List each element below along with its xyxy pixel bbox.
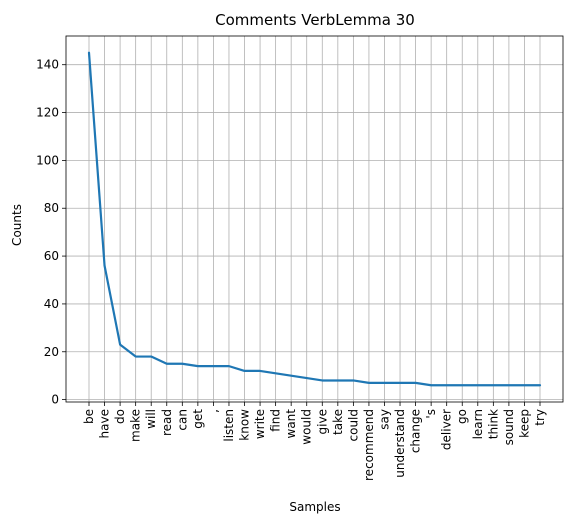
x-tick-label: get bbox=[191, 409, 205, 429]
y-tick-label: 20 bbox=[44, 345, 59, 359]
y-tick-label: 80 bbox=[44, 201, 59, 215]
x-tick-label: will bbox=[144, 409, 158, 429]
x-tick-label: give bbox=[315, 409, 329, 434]
x-tick-label: know bbox=[238, 409, 252, 441]
x-tick-label: , bbox=[206, 409, 220, 413]
x-tick-label: could bbox=[346, 409, 360, 442]
y-tick-label: 0 bbox=[51, 393, 59, 407]
y-tick-label: 60 bbox=[44, 249, 59, 263]
x-tick-label: think bbox=[486, 409, 500, 439]
y-tick-label: 100 bbox=[36, 153, 59, 167]
plot-frame bbox=[65, 35, 564, 403]
x-axis-label: Samples bbox=[289, 500, 340, 514]
y-axis-label: Counts bbox=[10, 204, 24, 246]
x-tick-label: deliver bbox=[440, 409, 454, 450]
x-tick-label: write bbox=[253, 409, 267, 439]
x-tick-label: read bbox=[160, 409, 174, 436]
x-tick-label: learn bbox=[471, 409, 485, 439]
x-tick-label: make bbox=[129, 409, 143, 442]
x-tick-label: understand bbox=[393, 409, 407, 478]
series-group bbox=[87, 51, 542, 387]
series-line bbox=[87, 51, 542, 387]
x-tick-label: 's bbox=[424, 409, 438, 419]
x-tick-label: listen bbox=[222, 409, 236, 442]
x-tick-label: go bbox=[455, 409, 469, 424]
chart-title: Comments VerbLemma 30 bbox=[215, 11, 415, 29]
x-tick-label: do bbox=[113, 409, 127, 424]
x-tick-label: change bbox=[409, 409, 423, 453]
x-tick-label: recommend bbox=[362, 409, 376, 481]
x-tick-label: take bbox=[331, 409, 345, 435]
y-tick-label: 40 bbox=[44, 297, 59, 311]
x-tick-label: try bbox=[533, 409, 547, 426]
y-tick-label: 120 bbox=[36, 106, 59, 120]
x-tick-label: be bbox=[82, 409, 96, 424]
x-tick-label: can bbox=[175, 409, 189, 431]
x-tick-label: keep bbox=[517, 409, 531, 438]
axes-group: be have do make will read can get, listen know wri… bbox=[36, 35, 564, 481]
grid-group bbox=[66, 36, 563, 402]
x-tick-label: find bbox=[269, 409, 283, 432]
y-tick-label: 140 bbox=[36, 58, 59, 72]
x-tick-label: would bbox=[300, 409, 314, 445]
x-tick-label: have bbox=[98, 409, 112, 438]
x-tick-label: want bbox=[284, 409, 298, 439]
x-tick-label: sound bbox=[502, 409, 516, 445]
x-tick-label: say bbox=[377, 409, 391, 430]
